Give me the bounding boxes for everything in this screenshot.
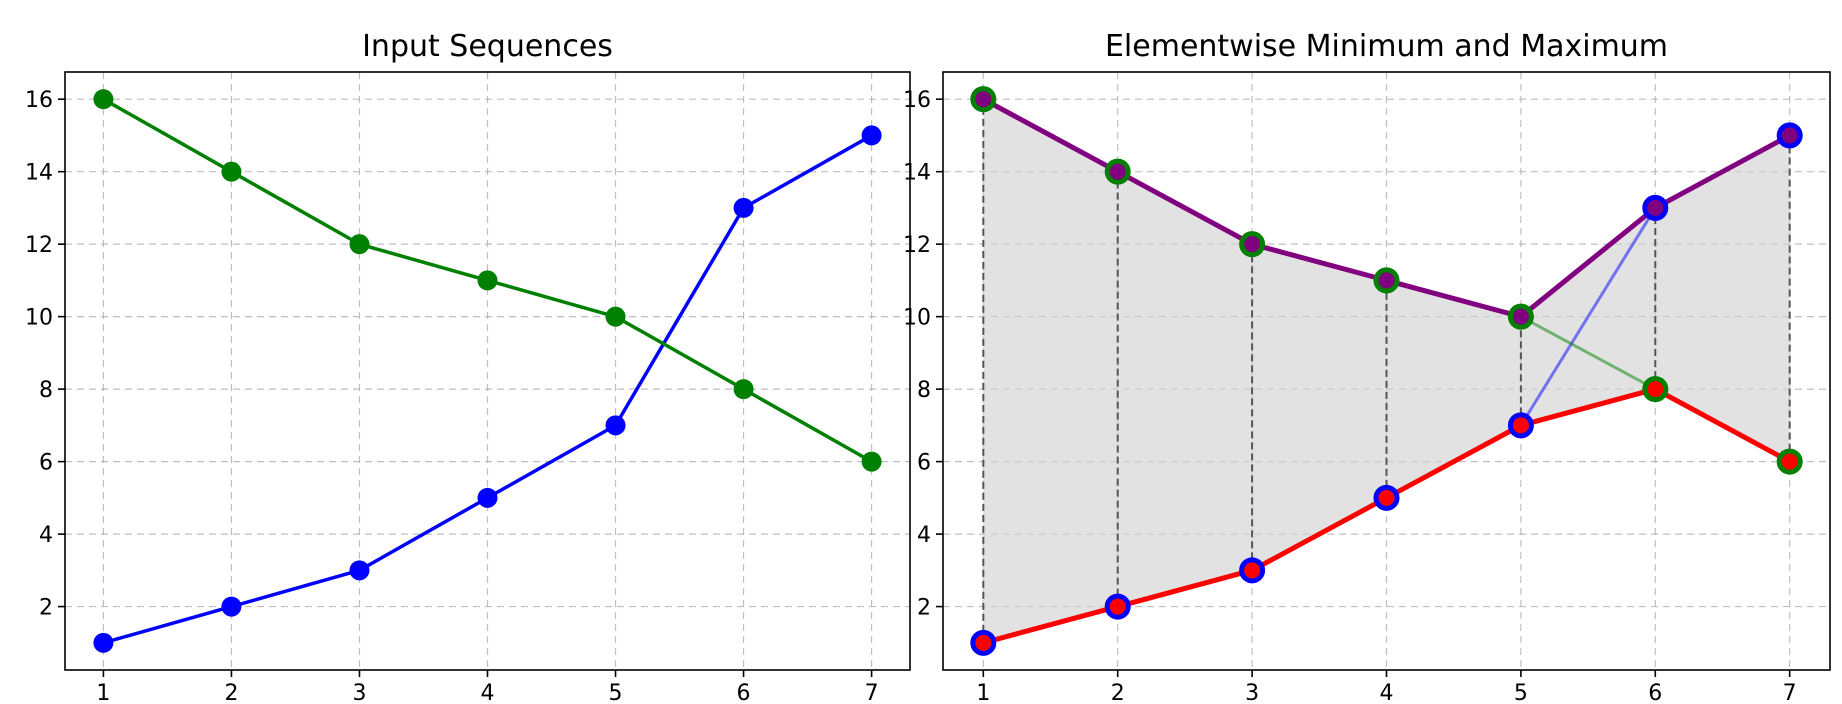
data-point (970, 629, 997, 656)
y-tick-label: 2 (917, 596, 931, 621)
data-point (605, 306, 626, 327)
x-tick-label: 5 (609, 681, 623, 704)
data-point (93, 89, 114, 110)
x-tick-label: 1 (976, 681, 990, 704)
series-0 (93, 125, 882, 653)
y-tick-label: 4 (917, 523, 931, 548)
y-tick-label: 12 (903, 233, 931, 258)
y-tick-label: 16 (903, 88, 931, 113)
data-point (1373, 484, 1400, 511)
y-tick-label: 8 (917, 378, 931, 403)
x-tick-label: 6 (737, 681, 751, 704)
data-point (1507, 412, 1534, 439)
grid (65, 72, 910, 670)
series-1 (93, 89, 882, 472)
y-tick-label: 16 (25, 88, 53, 113)
x-tick-label: 5 (1514, 681, 1528, 704)
data-point (1776, 122, 1803, 149)
data-point (349, 560, 370, 581)
x-tick-label: 4 (481, 681, 495, 704)
data-point (1642, 376, 1669, 403)
data-point (1507, 303, 1534, 330)
y-tick-label: 10 (903, 306, 931, 331)
data-point (1104, 158, 1131, 185)
series-1 (970, 86, 1803, 330)
data-point (733, 379, 754, 400)
data-point (861, 451, 882, 472)
data-point (861, 125, 882, 146)
x-tick-label: 6 (1648, 681, 1662, 704)
x-tick-label: 7 (865, 681, 879, 704)
series-0 (970, 376, 1803, 656)
data-point (970, 86, 997, 113)
data-point (1373, 267, 1400, 294)
chart-title: Input Sequences (362, 29, 613, 64)
x-tick-label: 7 (1783, 681, 1797, 704)
x-tick-label: 2 (224, 681, 238, 704)
data-point (733, 197, 754, 218)
y-tick-label: 8 (39, 378, 53, 403)
y-tick-label: 6 (39, 451, 53, 476)
data-point (1239, 231, 1266, 258)
chart-title: Elementwise Minimum and Maximum (1105, 29, 1668, 64)
data-point (477, 270, 498, 291)
x-tick-label: 4 (1380, 681, 1394, 704)
data-point (349, 234, 370, 255)
y-tick-label: 14 (25, 161, 53, 186)
data-point (1239, 557, 1266, 584)
y-tick-label: 14 (903, 161, 931, 186)
x-tick-label: 2 (1111, 681, 1125, 704)
y-tick-label: 10 (25, 306, 53, 331)
y-tick-label: 12 (25, 233, 53, 258)
data-point (221, 161, 242, 182)
x-tick-label: 3 (1245, 681, 1259, 704)
y-tick-label: 2 (39, 596, 53, 621)
data-point (93, 632, 114, 653)
data-point (1642, 194, 1669, 221)
x-tick-label: 3 (352, 681, 366, 704)
chart-panel-elementwise-min-max: Elementwise Minimum and Maximum 24681012… (903, 29, 1831, 704)
data-point (477, 487, 498, 508)
y-tick-label: 6 (917, 451, 931, 476)
y-tick-label: 4 (39, 523, 53, 548)
x-tick-label: 1 (96, 681, 110, 704)
data-point (221, 596, 242, 617)
data-point (1104, 593, 1131, 620)
data-point (605, 415, 626, 436)
data-point (1776, 448, 1803, 475)
